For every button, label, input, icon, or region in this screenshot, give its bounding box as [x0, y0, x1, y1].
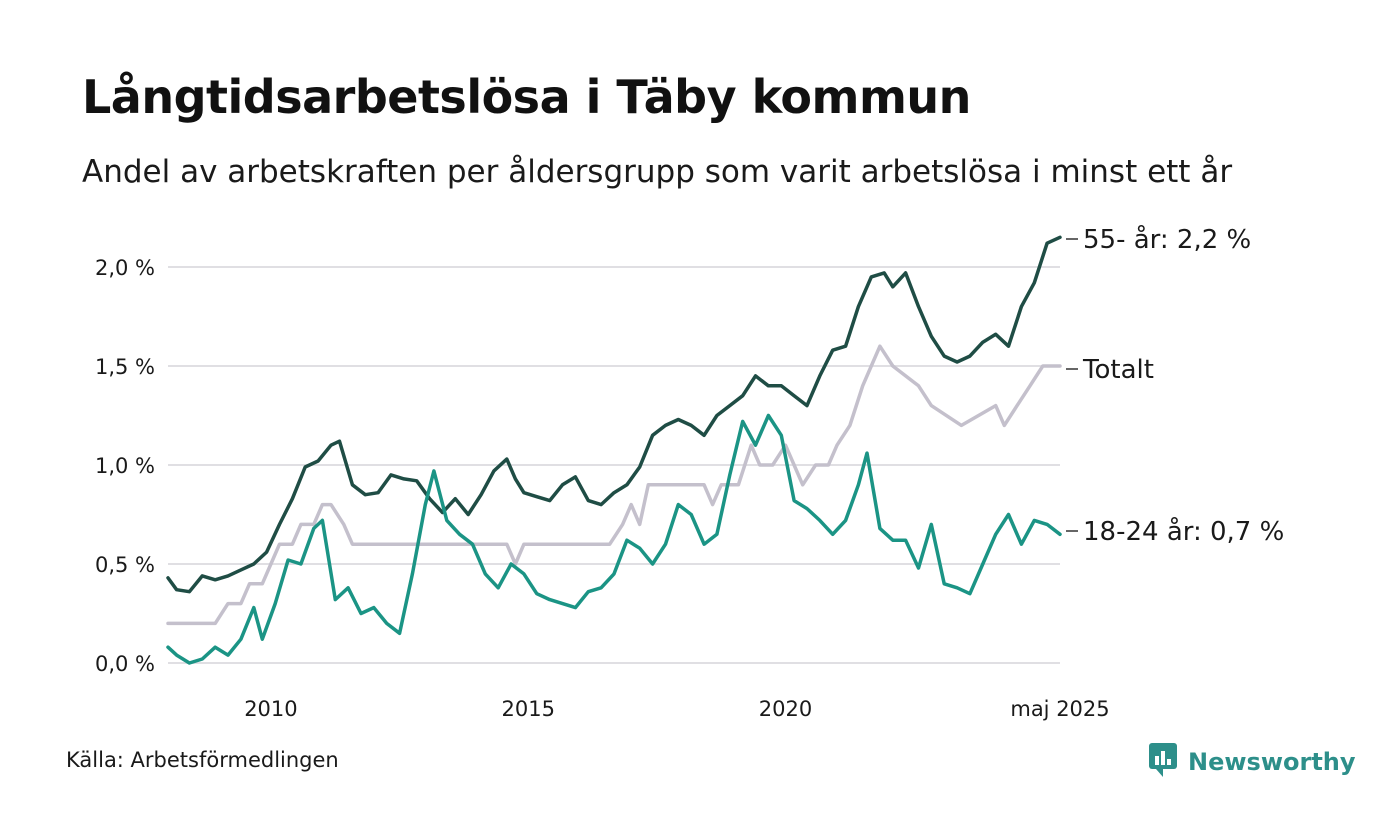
series-lines — [166, 235, 1062, 665]
line-chart: 0,0 % 0,5 % 1,0 % 1,5 % 2,0 % 2010 2015 2020 ma… — [95, 224, 1284, 721]
x-tick-label: 2015 — [502, 697, 555, 721]
chart-subtitle: Andel av arbetskraften per åldersgrupp s… — [82, 154, 1233, 190]
y-tick-label: 2,0 % — [95, 256, 155, 280]
x-tick-label: 2020 — [759, 697, 812, 721]
y-tick-label: 1,5 % — [95, 355, 155, 379]
source-note: Källa: Arbetsförmedlingen — [66, 748, 339, 772]
series-line — [166, 235, 1062, 594]
series-end-label: 18-24 år: 0,7 % — [1083, 516, 1284, 547]
y-tick-label: 0,0 % — [95, 652, 155, 676]
brand-logo[interactable]: Newsworthy — [1148, 742, 1356, 782]
newsworthy-logo-icon — [1148, 742, 1178, 782]
y-tick-label: 0,5 % — [95, 553, 155, 577]
x-tick-label: maj 2025 — [1010, 697, 1109, 721]
chart-title: Långtidsarbetslösa i Täby kommun — [82, 70, 971, 124]
gridlines — [168, 266, 1060, 664]
series-end-label: 55- år: 2,2 % — [1083, 224, 1251, 255]
series-line — [166, 344, 1062, 626]
brand-name: Newsworthy — [1188, 748, 1356, 776]
y-axis-ticks: 0,0 % 0,5 % 1,0 % 1,5 % 2,0 % — [95, 256, 155, 676]
y-tick-label: 1,0 % — [95, 454, 155, 478]
series-end-labels: Totalt 55- år: 2,2 % 18-24 år: 0,7 % — [1066, 224, 1284, 547]
series-end-label: Totalt — [1082, 355, 1154, 385]
series-line — [166, 413, 1062, 665]
x-axis-ticks: 2010 2015 2020 maj 2025 — [244, 697, 1109, 721]
x-tick-label: 2010 — [244, 697, 297, 721]
